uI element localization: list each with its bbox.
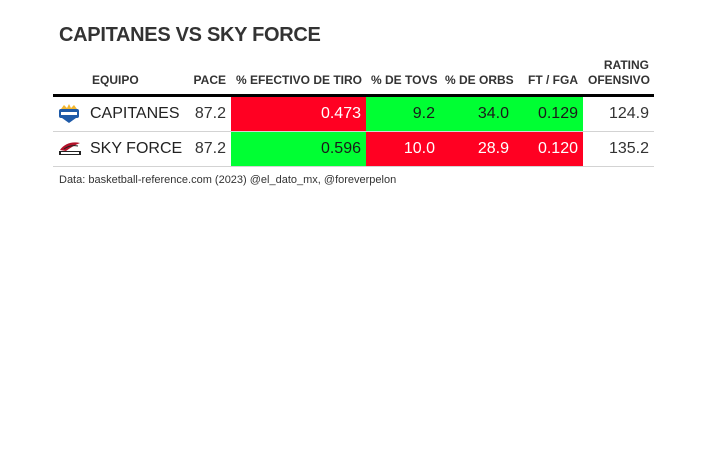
header-ortg-line2: OFENSIVO [588, 73, 651, 87]
orb-cell: 28.9 [440, 131, 514, 167]
header-ortg: RATING OFENSIVO [583, 58, 654, 97]
source-note: Data: basketball-reference.com (2023) @e… [59, 174, 397, 186]
efg-cell: 0.473 [231, 95, 366, 132]
tov-cell: 10.0 [366, 131, 440, 167]
team-name: CAPITANES [87, 95, 188, 132]
header-orb: % DE ORBS [440, 58, 514, 97]
tov-cell: 9.2 [366, 95, 440, 132]
header-pace: PACE [188, 58, 231, 97]
ortg-cell: 124.9 [583, 95, 654, 132]
team-logo-cell [53, 95, 87, 132]
capitanes-logo-icon [59, 104, 79, 123]
header-logo [53, 58, 87, 97]
pace-cell: 87.2 [188, 95, 231, 132]
sky-force-logo-icon [59, 142, 81, 155]
efg-cell: 0.596 [231, 131, 366, 167]
team-logo-cell [53, 131, 87, 167]
table-row: SKY FORCE 87.2 0.596 10.0 28.9 0.120 135… [53, 131, 654, 167]
team-name: SKY FORCE [87, 131, 188, 167]
orb-cell: 34.0 [440, 95, 514, 132]
ftfga-cell: 0.129 [514, 95, 583, 132]
ortg-cell: 135.2 [583, 131, 654, 167]
header-row: EQUIPO PACE % EFECTIVO DE TIRO % DE TOVS… [53, 58, 654, 97]
header-efg: % EFECTIVO DE TIRO [231, 58, 366, 97]
pace-cell: 87.2 [188, 131, 231, 167]
header-equipo: EQUIPO [87, 58, 188, 97]
ftfga-cell: 0.120 [514, 131, 583, 167]
table-row: CAPITANES 87.2 0.473 9.2 34.0 0.129 124.… [53, 95, 654, 132]
chart-title: CAPITANES VS SKY FORCE [59, 24, 321, 46]
header-tov: % DE TOVS [366, 58, 440, 97]
header-ortg-line1: RATING [603, 58, 649, 72]
stats-table: EQUIPO PACE % EFECTIVO DE TIRO % DE TOVS… [53, 58, 654, 167]
header-ftfga: FT / FGA [514, 58, 583, 97]
